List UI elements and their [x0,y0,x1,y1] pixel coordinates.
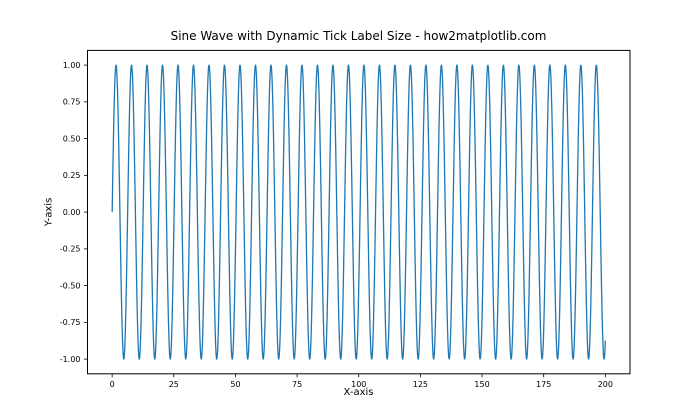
x-tick-label: 50 [230,380,240,389]
y-tick-label: 1.00 [63,61,81,70]
y-tick-label: 0.50 [63,134,81,143]
x-tick-label: 150 [474,380,489,389]
y-tick-label: 0.25 [63,171,81,180]
x-tick-label: 200 [598,380,613,389]
x-tick-label: 0 [110,380,115,389]
x-axis-label: X-axis [343,387,374,398]
x-tick-label: 25 [169,380,179,389]
y-tick-label: -0.25 [60,245,81,254]
x-tick-label: 175 [536,380,551,389]
chart-title: Sine Wave with Dynamic Tick Label Size -… [170,29,547,43]
y-tick-label: -1.00 [60,355,81,364]
y-tick-label: -0.50 [60,281,81,290]
x-tick-label: 75 [292,380,302,389]
y-tick-label: 0.00 [63,208,81,217]
y-tick-label: -0.75 [60,318,81,327]
x-tick-label: 100 [351,380,366,389]
sine-wave-line [111,64,606,360]
y-tick-label: 0.75 [63,98,81,107]
y-axis-label: Y-axis [43,197,55,227]
x-tick-label: 125 [413,380,428,389]
